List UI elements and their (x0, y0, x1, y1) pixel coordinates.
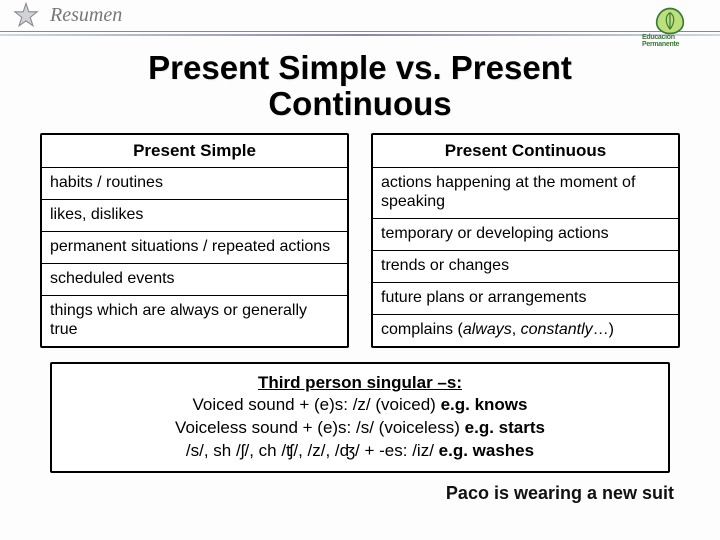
table-present-continuous: Present Continuous actions happening at … (371, 133, 680, 347)
table-row: trends or changes (373, 251, 678, 283)
table-header: Present Continuous (373, 135, 678, 168)
table-row: likes, dislikes (42, 200, 347, 232)
example-caption: Paco is wearing a new suit (0, 483, 674, 504)
table-row: things which are always or generally tru… (42, 296, 347, 346)
table-row: scheduled events (42, 264, 347, 296)
table-row: future plans or arrangements (373, 283, 678, 315)
table-row: habits / routines (42, 168, 347, 200)
table-row: actions happening at the moment of speak… (373, 168, 678, 219)
brand-text: Educación Permanente (642, 34, 698, 48)
header-divider (0, 34, 720, 36)
table-row: permanent situations / repeated actions (42, 232, 347, 264)
header-label: Resumen (50, 4, 122, 27)
table-row: complains (always, constantly…) (373, 315, 678, 346)
note-line: /s/, sh /ʃ/, ch /ʧ/, /z/, /ʤ/ + -es: /iz… (62, 440, 658, 463)
brand-logo: Educación Permanente (642, 6, 698, 50)
app-icon (12, 2, 40, 30)
note-line: Voiceless sound + (e)s: /s/ (voiceless) … (62, 417, 658, 440)
page-title: Present Simple vs. PresentContinuous (0, 50, 720, 121)
table-row: temporary or developing actions (373, 219, 678, 251)
table-present-simple: Present Simple habits / routines likes, … (40, 133, 349, 347)
pronunciation-note: Third person singular –s: Voiced sound +… (50, 362, 670, 474)
table-header: Present Simple (42, 135, 347, 168)
note-heading: Third person singular –s: (258, 373, 462, 392)
comparison-tables: Present Simple habits / routines likes, … (40, 133, 680, 347)
note-line: Voiced sound + (e)s: /z/ (voiced) e.g. k… (62, 394, 658, 417)
